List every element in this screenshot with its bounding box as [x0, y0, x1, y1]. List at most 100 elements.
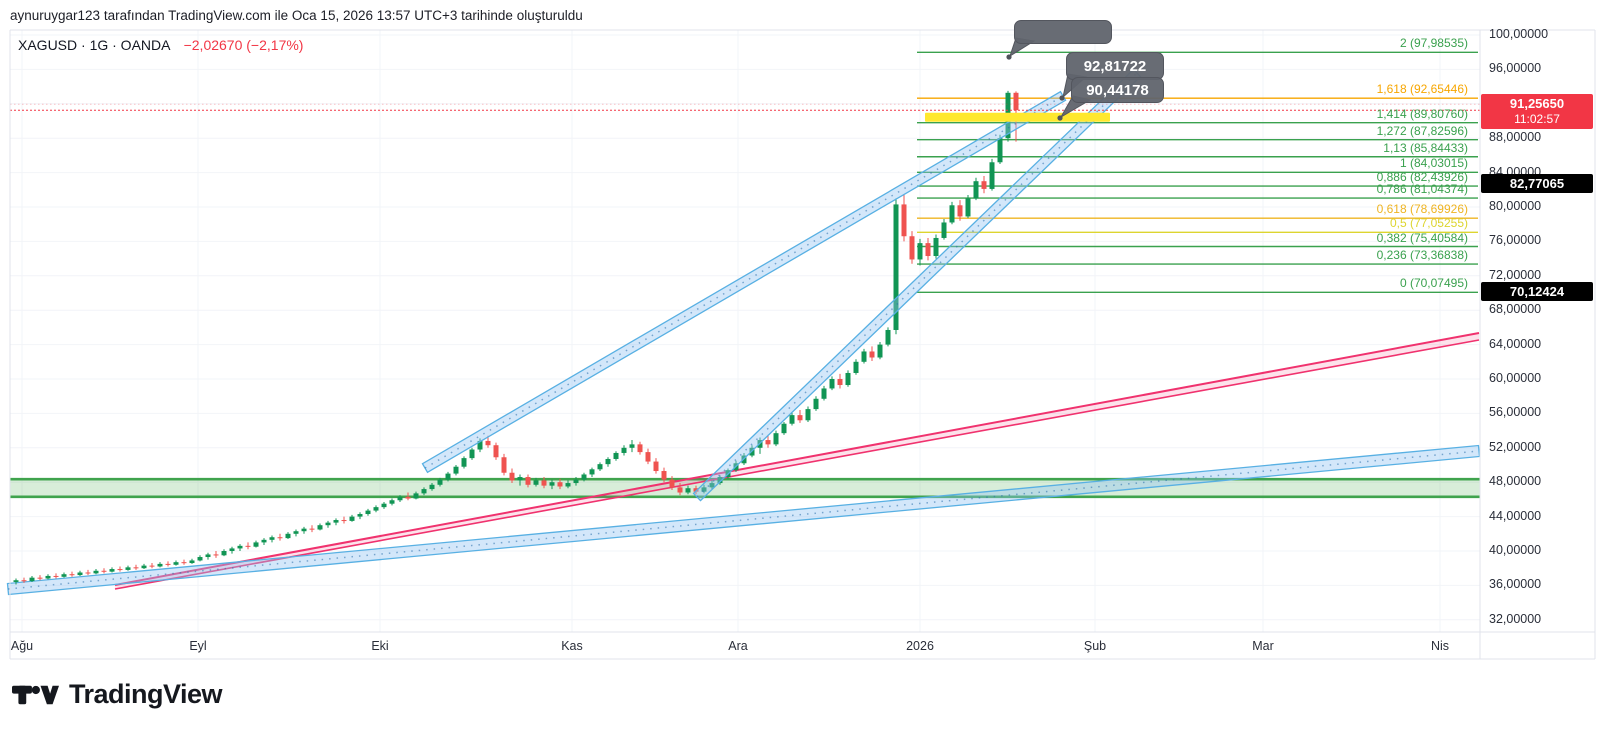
candle — [381, 501, 387, 509]
attribution-text: aynuruygar123 tarafından TradingView.com… — [10, 8, 583, 23]
candle — [581, 472, 587, 482]
callout-anchor-dot[interactable] — [1059, 95, 1065, 101]
pink-trendline-lower[interactable] — [114, 339, 1480, 590]
candle — [93, 569, 99, 575]
candle — [629, 440, 635, 453]
callout-anchor-dot[interactable] — [1057, 115, 1063, 121]
fib-level-label: 1,13 (85,84433) — [1383, 140, 1468, 155]
candle — [653, 458, 659, 474]
candle — [765, 434, 771, 448]
candle — [821, 385, 827, 401]
candle — [525, 474, 531, 488]
candle — [701, 484, 707, 494]
candle — [61, 572, 67, 578]
fib-level-label: 0,382 (75,40584) — [1376, 230, 1468, 245]
candle — [477, 438, 483, 453]
candle — [141, 563, 147, 570]
time-axis-label: Kas — [561, 639, 583, 653]
candle — [181, 559, 187, 565]
candle — [493, 442, 499, 460]
candle — [637, 441, 643, 455]
candle — [853, 359, 859, 375]
candle — [901, 194, 907, 242]
candle — [933, 234, 939, 259]
price-axis-label: 88,00000 — [1489, 130, 1542, 145]
candle — [501, 453, 507, 476]
candle — [293, 529, 299, 537]
candle — [981, 176, 987, 194]
candle — [997, 134, 1003, 164]
fib-level-label: 2 (97,98535) — [1399, 36, 1468, 51]
candle — [621, 445, 627, 456]
candle — [861, 348, 867, 364]
candle — [69, 571, 75, 577]
time-axis-label: Nis — [1430, 639, 1450, 653]
candle — [517, 474, 523, 486]
candle — [157, 562, 163, 568]
candle — [405, 492, 411, 501]
candle — [957, 200, 963, 221]
candle — [461, 456, 467, 469]
candle — [677, 483, 683, 496]
current-price-value: 91,25650 — [1509, 96, 1565, 111]
candle — [773, 430, 779, 447]
candle — [573, 477, 579, 486]
candle — [349, 514, 355, 522]
candle — [245, 542, 251, 550]
candle — [693, 485, 699, 495]
yellow-level-line[interactable] — [925, 112, 1110, 122]
candle — [597, 462, 603, 472]
pink-trendline-upper[interactable] — [114, 332, 1480, 586]
candle — [613, 451, 619, 461]
time-axis-label: Ara — [728, 639, 748, 653]
steep-channel-left[interactable] — [421, 90, 1067, 474]
candle — [109, 567, 115, 573]
symbol-title[interactable]: XAGUSD · 1G · OANDA — [18, 37, 170, 53]
candle — [173, 560, 179, 566]
candle — [509, 468, 515, 484]
callout-clipped[interactable] — [1014, 20, 1112, 44]
green-zone[interactable] — [10, 479, 1480, 497]
time-axis-label: Eyl — [189, 639, 207, 653]
candle — [717, 475, 723, 485]
candle — [301, 526, 307, 534]
time-axis-label: Mar — [1252, 639, 1274, 653]
fib-level-label: 0,786 (81,04374) — [1376, 182, 1468, 197]
symbol-legend: XAGUSD · 1G · OANDA −2,02670 (−2,17%) — [18, 37, 303, 53]
candle — [37, 575, 43, 581]
fib-level-label: 1,272 (87,82596) — [1376, 123, 1468, 138]
price-axis-label: 48,00000 — [1489, 474, 1542, 489]
callout-high-92-81722[interactable]: 92,81722 — [1066, 52, 1164, 80]
candle — [333, 518, 339, 526]
candle — [253, 540, 259, 548]
callout-low-90-44178[interactable]: 90,44178 — [1071, 77, 1164, 103]
candle — [557, 478, 563, 490]
callout-anchor-dot[interactable] — [1006, 54, 1012, 60]
candle — [925, 237, 931, 261]
candle — [781, 422, 787, 435]
candle — [413, 491, 419, 500]
candle — [29, 575, 35, 582]
candle — [101, 568, 107, 574]
steep-channel-left-ticks — [424, 95, 1064, 469]
candle — [45, 574, 51, 580]
candle — [125, 565, 131, 571]
candle — [309, 525, 315, 533]
tradingview-logo[interactable]: TradingView — [12, 679, 223, 710]
price-axis-label: 96,00000 — [1489, 61, 1542, 76]
long-support-channel[interactable] — [6, 444, 1481, 596]
candle — [885, 327, 891, 347]
time-axis-label: Ağu — [10, 639, 34, 653]
candle — [989, 158, 995, 191]
current-price-label: 91,25650 11:02:57 — [1481, 94, 1593, 129]
candle — [277, 533, 283, 541]
price-axis-label: 44,00000 — [1489, 508, 1542, 523]
price-change-value: −2,02670 (−2,17%) — [183, 37, 304, 53]
candle — [813, 396, 819, 411]
candle — [949, 201, 955, 225]
candle — [565, 480, 571, 489]
candle — [685, 485, 691, 495]
tradingview-logo-text: TradingView — [69, 679, 223, 709]
